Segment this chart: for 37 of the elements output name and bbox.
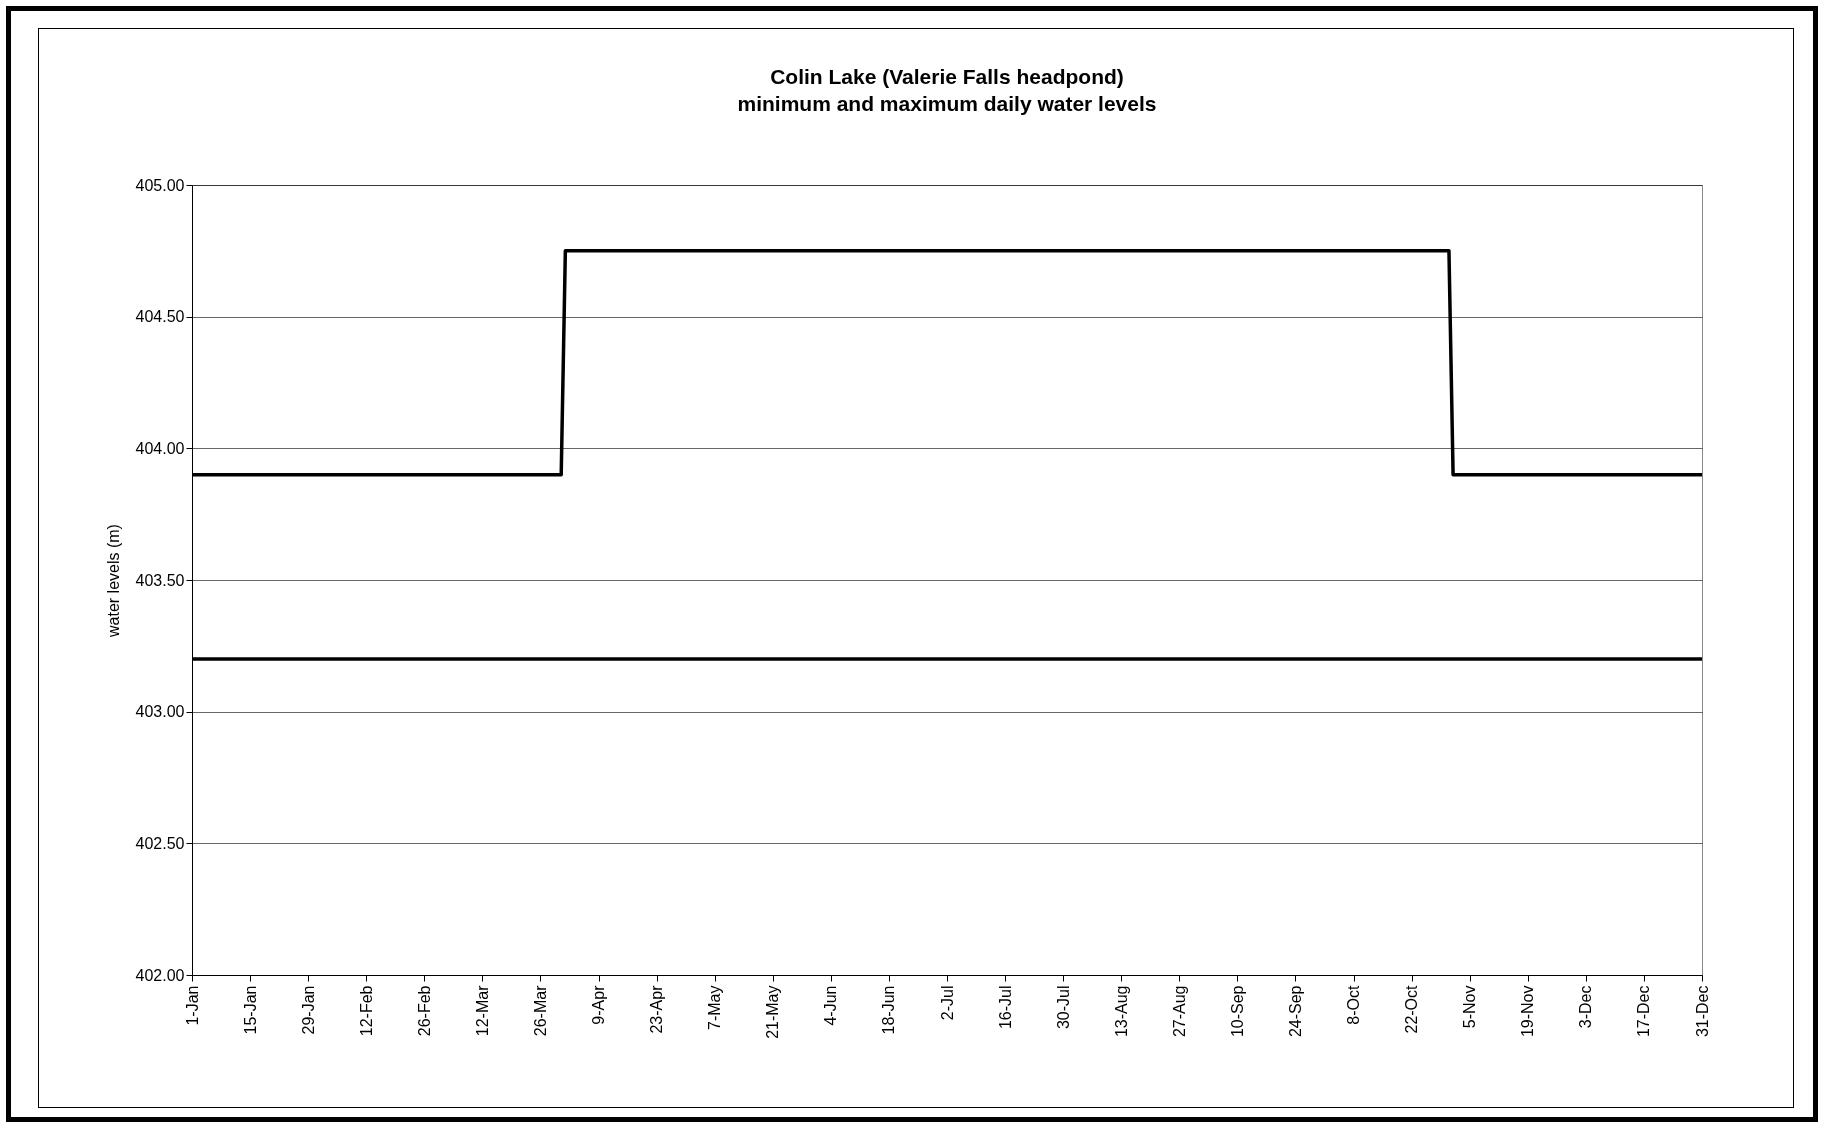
y-axis-title: water levels (m) <box>104 524 122 638</box>
y-tick-label: 402.00 <box>135 966 185 984</box>
x-tick-label: 1-Jan <box>183 985 201 1026</box>
x-tick-label: 12-Mar <box>473 984 491 1037</box>
y-tick-label: 405.00 <box>135 176 185 194</box>
x-tick-label: 26-Mar <box>531 984 549 1037</box>
x-tick-label: 4-Jun <box>822 985 840 1026</box>
x-tick-label: 12-Feb <box>357 985 375 1037</box>
x-tick-label: 3-Dec <box>1577 985 1595 1029</box>
x-tick-label: 18-Jun <box>880 985 898 1035</box>
x-tick-label: 16-Jul <box>996 985 1014 1030</box>
x-tick-label: 9-Apr <box>590 984 608 1025</box>
x-tick-label: 10-Sep <box>1228 985 1246 1038</box>
x-tick-label: 29-Jan <box>299 985 317 1035</box>
x-tick-label: 7-May <box>706 985 724 1030</box>
x-tick-label: 26-Feb <box>415 985 433 1037</box>
y-tick-label: 403.50 <box>135 571 185 589</box>
x-tick-label: 15-Jan <box>241 985 259 1035</box>
x-tick-label: 27-Aug <box>1170 985 1188 1038</box>
x-tick-label: 5-Nov <box>1461 985 1479 1029</box>
y-tick-label: 404.50 <box>135 308 185 326</box>
y-tick-label: 402.50 <box>135 834 185 852</box>
x-tick-label: 30-Jul <box>1054 985 1072 1030</box>
x-tick-label: 23-Apr <box>648 984 666 1034</box>
x-tick-label: 17-Dec <box>1635 985 1653 1038</box>
y-tick-label: 403.00 <box>135 703 185 721</box>
x-tick-label: 24-Sep <box>1286 985 1304 1038</box>
chart-title: Colin Lake (Valerie Falls headpond) <box>770 65 1124 88</box>
chart-subtitle: minimum and maximum daily water levels <box>737 92 1157 115</box>
x-tick-label: 21-May <box>764 985 782 1039</box>
x-tick-label: 2-Jul <box>938 985 956 1021</box>
y-tick-label: 404.00 <box>135 439 185 457</box>
x-tick-label: 13-Aug <box>1112 985 1130 1038</box>
x-tick-label: 31-Dec <box>1693 985 1711 1038</box>
x-tick-label: 8-Oct <box>1345 984 1363 1025</box>
x-tick-label: 22-Oct <box>1403 984 1421 1034</box>
x-tick-label: 19-Nov <box>1519 985 1537 1038</box>
